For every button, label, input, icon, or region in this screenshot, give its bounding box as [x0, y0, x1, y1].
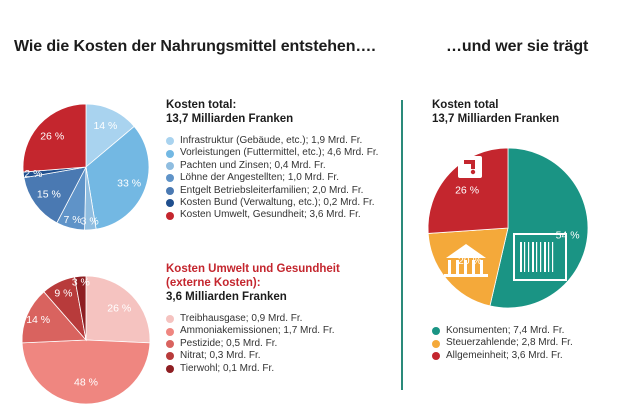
right-heading: …und wer sie trägt — [446, 38, 589, 55]
legend-swatch — [166, 352, 174, 361]
legend-label: Pestizide; 0,5 Mrd. Fr. — [180, 337, 278, 349]
legend-label: Ammoniakemissionen; 1,7 Mrd. Fr. — [180, 325, 335, 337]
legend-block-external-costs: Kosten Umwelt und Gesundheit (externe Ko… — [166, 262, 340, 375]
water-tap-icon — [458, 156, 482, 178]
legend-item: Infrastruktur (Gebäude, etc.); 1,9 Mrd. … — [166, 135, 378, 147]
legend-label: Kosten Bund (Verwaltung, etc.); 0,2 Mrd.… — [180, 197, 375, 209]
slice-label-2-0: 54 % — [556, 229, 580, 241]
pie-slice-0-4 — [23, 166, 87, 224]
legend-swatch — [166, 340, 174, 349]
slice-label-0-0: 14 % — [93, 120, 117, 132]
legend-item: Vorleistungen (Futtermittel, etc.); 4,6 … — [166, 147, 378, 159]
legend-swatch — [166, 137, 174, 146]
legend-item: Konsumenten; 7,4 Mrd. Fr. — [432, 325, 573, 337]
legend-label: Nitrat; 0,3 Mrd. Fr. — [180, 350, 261, 362]
legend-swatch — [166, 149, 174, 158]
legend-swatch — [166, 315, 174, 324]
legend-external-costs: Treibhausgase; 0,9 Mrd. Fr. Ammoniakemiss… — [166, 313, 340, 375]
chart2-title-2: (externe Kosten): — [166, 277, 261, 289]
receipt-barcode-icon — [513, 233, 567, 281]
legend-item: Tierwohl; 0,1 Mrd. Fr. — [166, 363, 340, 375]
pie-slice-0-1 — [85, 125, 150, 230]
legend-swatch — [432, 327, 440, 336]
legend-item: Steuerzahlende; 2,8 Mrd. Fr. — [432, 337, 573, 349]
legend-swatch — [166, 211, 174, 220]
legend-item: Treibhausgase; 0,9 Mrd. Fr. — [166, 313, 340, 325]
slice-label-1-2: 14 % — [26, 314, 50, 326]
chart2-title: Kosten Umwelt und Gesundheit — [166, 263, 340, 275]
pie-chart-cost-structure: 14 % 33 % 3 %7 % 15 % 2 % 26 % — [22, 103, 150, 231]
pie-slice-1-1 — [21, 339, 151, 405]
legend-label: Tierwohl; 0,1 Mrd. Fr. — [180, 362, 275, 374]
slice-label-0-4: 15 % — [37, 189, 61, 201]
pie-slice-2-1 — [427, 227, 509, 307]
pie-slice-2-2 — [427, 147, 509, 234]
divider-line — [401, 100, 403, 390]
legend-label: Konsumenten; 7,4 Mrd. Fr. — [446, 325, 565, 336]
legend-label: Kosten Umwelt, Gesundheit; 3,6 Mrd. Fr. — [180, 209, 361, 221]
legend-swatch — [432, 339, 440, 348]
slice-label-0-3: 7 % — [63, 214, 81, 226]
slice-label-1-3: 9 % — [54, 288, 72, 300]
slice-label-2-2: 26 % — [455, 184, 479, 196]
legend-swatch — [166, 327, 174, 336]
legend-label: Infrastruktur (Gebäude, etc.); 1,9 Mrd. … — [180, 135, 363, 146]
legend-swatch — [166, 186, 174, 195]
legend-label: Steuerzahlende; 2,8 Mrd. Fr. — [446, 337, 573, 349]
legend-payers: Konsumenten; 7,4 Mrd. Fr. Steuerzahlende;… — [432, 325, 573, 362]
slice-label-0-2: 3 % — [81, 215, 99, 227]
legend-item: Löhne der Angestellten; 1,0 Mrd. Fr. — [166, 172, 378, 184]
government-building-icon — [444, 244, 488, 277]
pie-slice-1-4 — [74, 275, 87, 341]
chart1-subtitle: 13,7 Milliarden Franken — [166, 113, 294, 125]
pie-slice-0-6 — [22, 103, 87, 173]
slice-label-1-1: 48 % — [74, 377, 98, 389]
legend-label: Treibhausgase; 0,9 Mrd. Fr. — [180, 313, 303, 324]
legend-item: Ammoniakemissionen; 1,7 Mrd. Fr. — [166, 325, 340, 337]
pie-slice-1-2 — [21, 291, 87, 344]
chart1-title: Kosten total: — [166, 99, 237, 111]
legend-item: Allgemeinheit; 3,6 Mrd. Fr. — [432, 350, 573, 362]
legend-swatch — [432, 352, 440, 361]
chart3-title: Kosten total — [432, 99, 499, 111]
payer-title-block: Kosten total 13,7 Milliarden Franken — [432, 98, 559, 126]
legend-swatch — [166, 174, 174, 183]
legend-item: Pachten und Zinsen; 0,4 Mrd. Fr. — [166, 160, 378, 172]
legend-label: Allgemeinheit; 3,6 Mrd. Fr. — [446, 349, 563, 361]
legend-block-cost-structure: Kosten total: 13,7 Milliarden Franken In… — [166, 98, 378, 222]
slice-label-0-5: 2 % — [24, 168, 42, 180]
legend-cost-structure: Infrastruktur (Gebäude, etc.); 1,9 Mrd. … — [166, 135, 378, 222]
slice-label-0-1: 33 % — [117, 178, 141, 190]
pie-slice-0-0 — [85, 103, 135, 168]
legend-label: Löhne der Angestellten; 1,0 Mrd. Fr. — [180, 172, 339, 184]
legend-label: Entgelt Betriebsleiterfamilien; 2,0 Mrd.… — [180, 184, 364, 196]
legend-item: Kosten Umwelt, Gesundheit; 3,6 Mrd. Fr. — [166, 209, 378, 221]
left-heading: Wie die Kosten der Nahrungsmittel entste… — [14, 38, 376, 55]
pie-slice-1-0 — [85, 275, 151, 344]
chart2-subtitle: 3,6 Milliarden Franken — [166, 291, 287, 303]
legend-item: Entgelt Betriebsleiterfamilien; 2,0 Mrd.… — [166, 185, 378, 197]
slice-label-1-0: 26 % — [107, 303, 131, 315]
legend-item: Nitrat; 0,3 Mrd. Fr. — [166, 350, 340, 362]
legend-item: Kosten Bund (Verwaltung, etc.); 0,2 Mrd.… — [166, 197, 378, 209]
legend-swatch — [166, 162, 174, 171]
chart3-subtitle: 13,7 Milliarden Franken — [432, 113, 560, 125]
slice-label-1-4: 3 % — [72, 277, 90, 289]
legend-swatch — [166, 199, 174, 208]
slice-label-0-6: 26 % — [40, 130, 64, 142]
legend-swatch — [166, 364, 174, 373]
pie-chart-external-costs: 26 % 48 % 14 % 9 %3 % — [21, 275, 151, 405]
legend-item: Pestizide; 0,5 Mrd. Fr. — [166, 338, 340, 350]
pie-chart-payers: 54 %20 %26 % — [427, 147, 589, 309]
legend-label: Vorleistungen (Futtermittel, etc.); 4,6 … — [180, 147, 379, 159]
legend-label: Pachten und Zinsen; 0,4 Mrd. Fr. — [180, 159, 326, 171]
